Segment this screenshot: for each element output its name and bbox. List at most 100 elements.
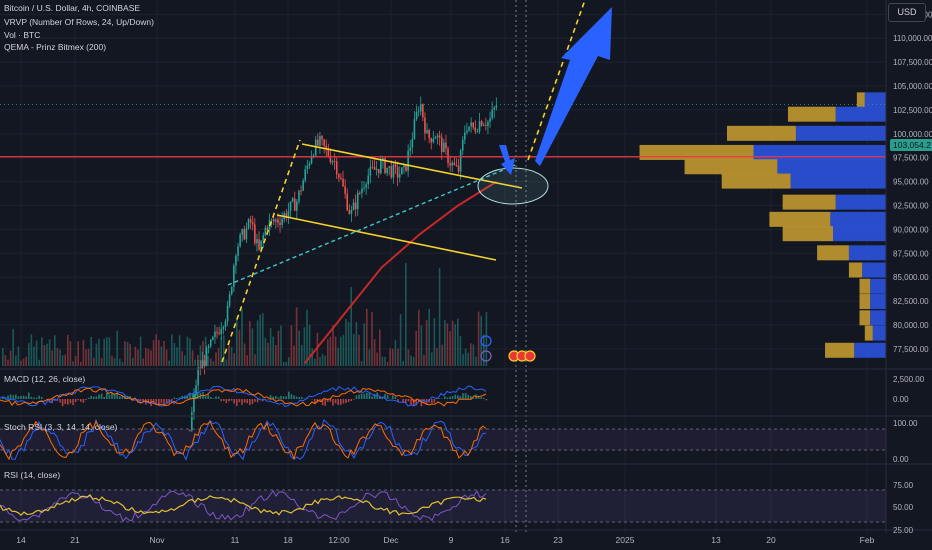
candle-body xyxy=(342,178,344,187)
candle-body xyxy=(291,198,294,202)
candle-body xyxy=(201,360,204,370)
symbol-legend[interactable]: Bitcoin / U.S. Dollar, 4h, COINBASE xyxy=(4,3,141,13)
candle-body xyxy=(459,150,462,172)
volume-bar xyxy=(329,336,332,366)
volume-bar xyxy=(337,347,339,366)
volume-bar xyxy=(319,357,321,366)
macd-histogram-bar xyxy=(319,399,321,402)
macd-legend[interactable]: MACD (12, 26, close) xyxy=(4,374,86,384)
macd-histogram-bar xyxy=(17,396,20,399)
volume-bar xyxy=(420,325,423,366)
time-tick-label: 11 xyxy=(231,535,240,545)
volume-bar xyxy=(139,336,142,366)
volume-bar xyxy=(207,355,209,366)
volume-bar xyxy=(441,344,443,366)
macd-histogram-bar xyxy=(142,399,144,402)
price-tick-label: 95,000.00 xyxy=(893,178,929,187)
volume-bar xyxy=(438,267,441,366)
macd-histogram-bar xyxy=(204,396,207,399)
volume-bar xyxy=(230,346,233,366)
volume-bar xyxy=(477,311,480,366)
candle-body xyxy=(388,166,391,168)
volume-bar xyxy=(25,356,27,366)
candle-body xyxy=(371,166,374,168)
time-tick-label: 12:00 xyxy=(328,535,350,545)
macd-histogram-bar xyxy=(249,399,251,406)
vrvp-legend[interactable]: VRVP (Number Of Rows, 24, Up/Down) xyxy=(4,17,154,27)
macd-histogram-bar xyxy=(30,396,33,399)
candle-body xyxy=(224,321,227,328)
candle-body xyxy=(220,329,223,334)
volume-bar xyxy=(217,348,220,366)
stoch-rsi-legend[interactable]: Stoch RSI (3, 3, 14, 14, close) xyxy=(4,422,118,432)
macd-histogram-bar xyxy=(246,399,248,404)
macd-histogram-bar xyxy=(277,397,280,399)
rsi-legend[interactable]: RSI (14, close) xyxy=(4,470,61,480)
macd-histogram-bar xyxy=(259,398,261,399)
candle-body xyxy=(434,137,437,139)
candle-body xyxy=(237,246,239,256)
qema-legend[interactable]: QEMA - Prinz Bitmex (200) xyxy=(4,42,107,52)
time-axis[interactable]: 14 21 Nov 11 18 12:00 Dec 9 16 23 2025 13 20 Feb xyxy=(16,535,874,545)
candle-body xyxy=(485,125,487,127)
macd-histogram-bar xyxy=(272,396,274,399)
time-tick-label: 2025 xyxy=(616,535,635,545)
volume-bar xyxy=(280,325,282,366)
pane-tick-label: 75.00 xyxy=(893,481,914,490)
volume-bar xyxy=(285,361,287,366)
price-tick-label: 87,500.00 xyxy=(893,249,929,258)
macd-histogram-bar xyxy=(90,395,92,399)
volume-bar xyxy=(165,349,168,366)
macd-histogram-bar xyxy=(288,391,290,399)
candle-body xyxy=(359,192,361,194)
macd-histogram-bar xyxy=(100,393,103,399)
volume-bar xyxy=(386,361,389,366)
volume-bar xyxy=(397,348,399,366)
currency-button[interactable]: USD xyxy=(888,3,926,22)
volume-bar xyxy=(108,337,111,366)
price-pane[interactable] xyxy=(0,0,886,533)
candle-body xyxy=(216,331,218,333)
macd-histogram-bar xyxy=(233,399,235,404)
volume-bar xyxy=(106,337,108,366)
volume-profile-down xyxy=(872,325,886,341)
candle-body xyxy=(308,163,311,166)
volume-bar xyxy=(269,328,272,366)
candle-body xyxy=(438,135,441,138)
candle-body xyxy=(272,219,275,222)
volume-bar xyxy=(43,345,46,366)
time-tick-label: 21 xyxy=(70,535,80,545)
macd-histogram-bar xyxy=(451,396,454,399)
macd-histogram-bar xyxy=(230,399,233,401)
macd-histogram-bar xyxy=(95,396,98,399)
indicator-panes[interactable] xyxy=(0,0,932,533)
volume-bar xyxy=(35,340,38,366)
volume-profile-down xyxy=(862,262,886,278)
candle-body xyxy=(222,327,225,330)
macd-histogram-bar xyxy=(256,399,259,403)
volume-profile-down xyxy=(835,194,886,210)
candle-body xyxy=(348,210,351,214)
time-tick-label: Dec xyxy=(383,535,399,545)
macd-histogram-bar xyxy=(324,399,326,406)
volume-bar xyxy=(355,322,358,366)
volume-bar xyxy=(2,348,4,366)
time-tick-label: 13 xyxy=(711,535,721,545)
large-arrow-icon xyxy=(535,7,612,166)
macd-histogram-bar xyxy=(194,393,196,399)
macd-histogram-bar xyxy=(467,394,469,399)
price-tick-label: 97,500.00 xyxy=(893,154,929,163)
macd-histogram-bar xyxy=(93,396,95,399)
macd-histogram-bar xyxy=(321,399,324,406)
time-tick-label: Feb xyxy=(860,535,875,545)
target-ellipse xyxy=(477,167,549,205)
stoch-band xyxy=(0,429,886,450)
volume-bar xyxy=(272,336,274,366)
volume-bar xyxy=(444,320,446,366)
volume-bar xyxy=(399,314,402,366)
volume-legend[interactable]: Vol · BTC xyxy=(4,30,41,40)
volume-profile-up xyxy=(817,245,849,261)
macd-histogram-bar xyxy=(7,395,9,399)
volume-bar xyxy=(295,307,298,366)
